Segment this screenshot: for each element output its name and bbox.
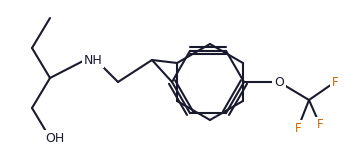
Text: O: O (274, 75, 284, 88)
Text: OH: OH (45, 132, 65, 144)
Text: F: F (317, 118, 323, 132)
Text: NH: NH (84, 54, 103, 66)
Text: F: F (332, 75, 338, 88)
Text: F: F (295, 122, 301, 135)
